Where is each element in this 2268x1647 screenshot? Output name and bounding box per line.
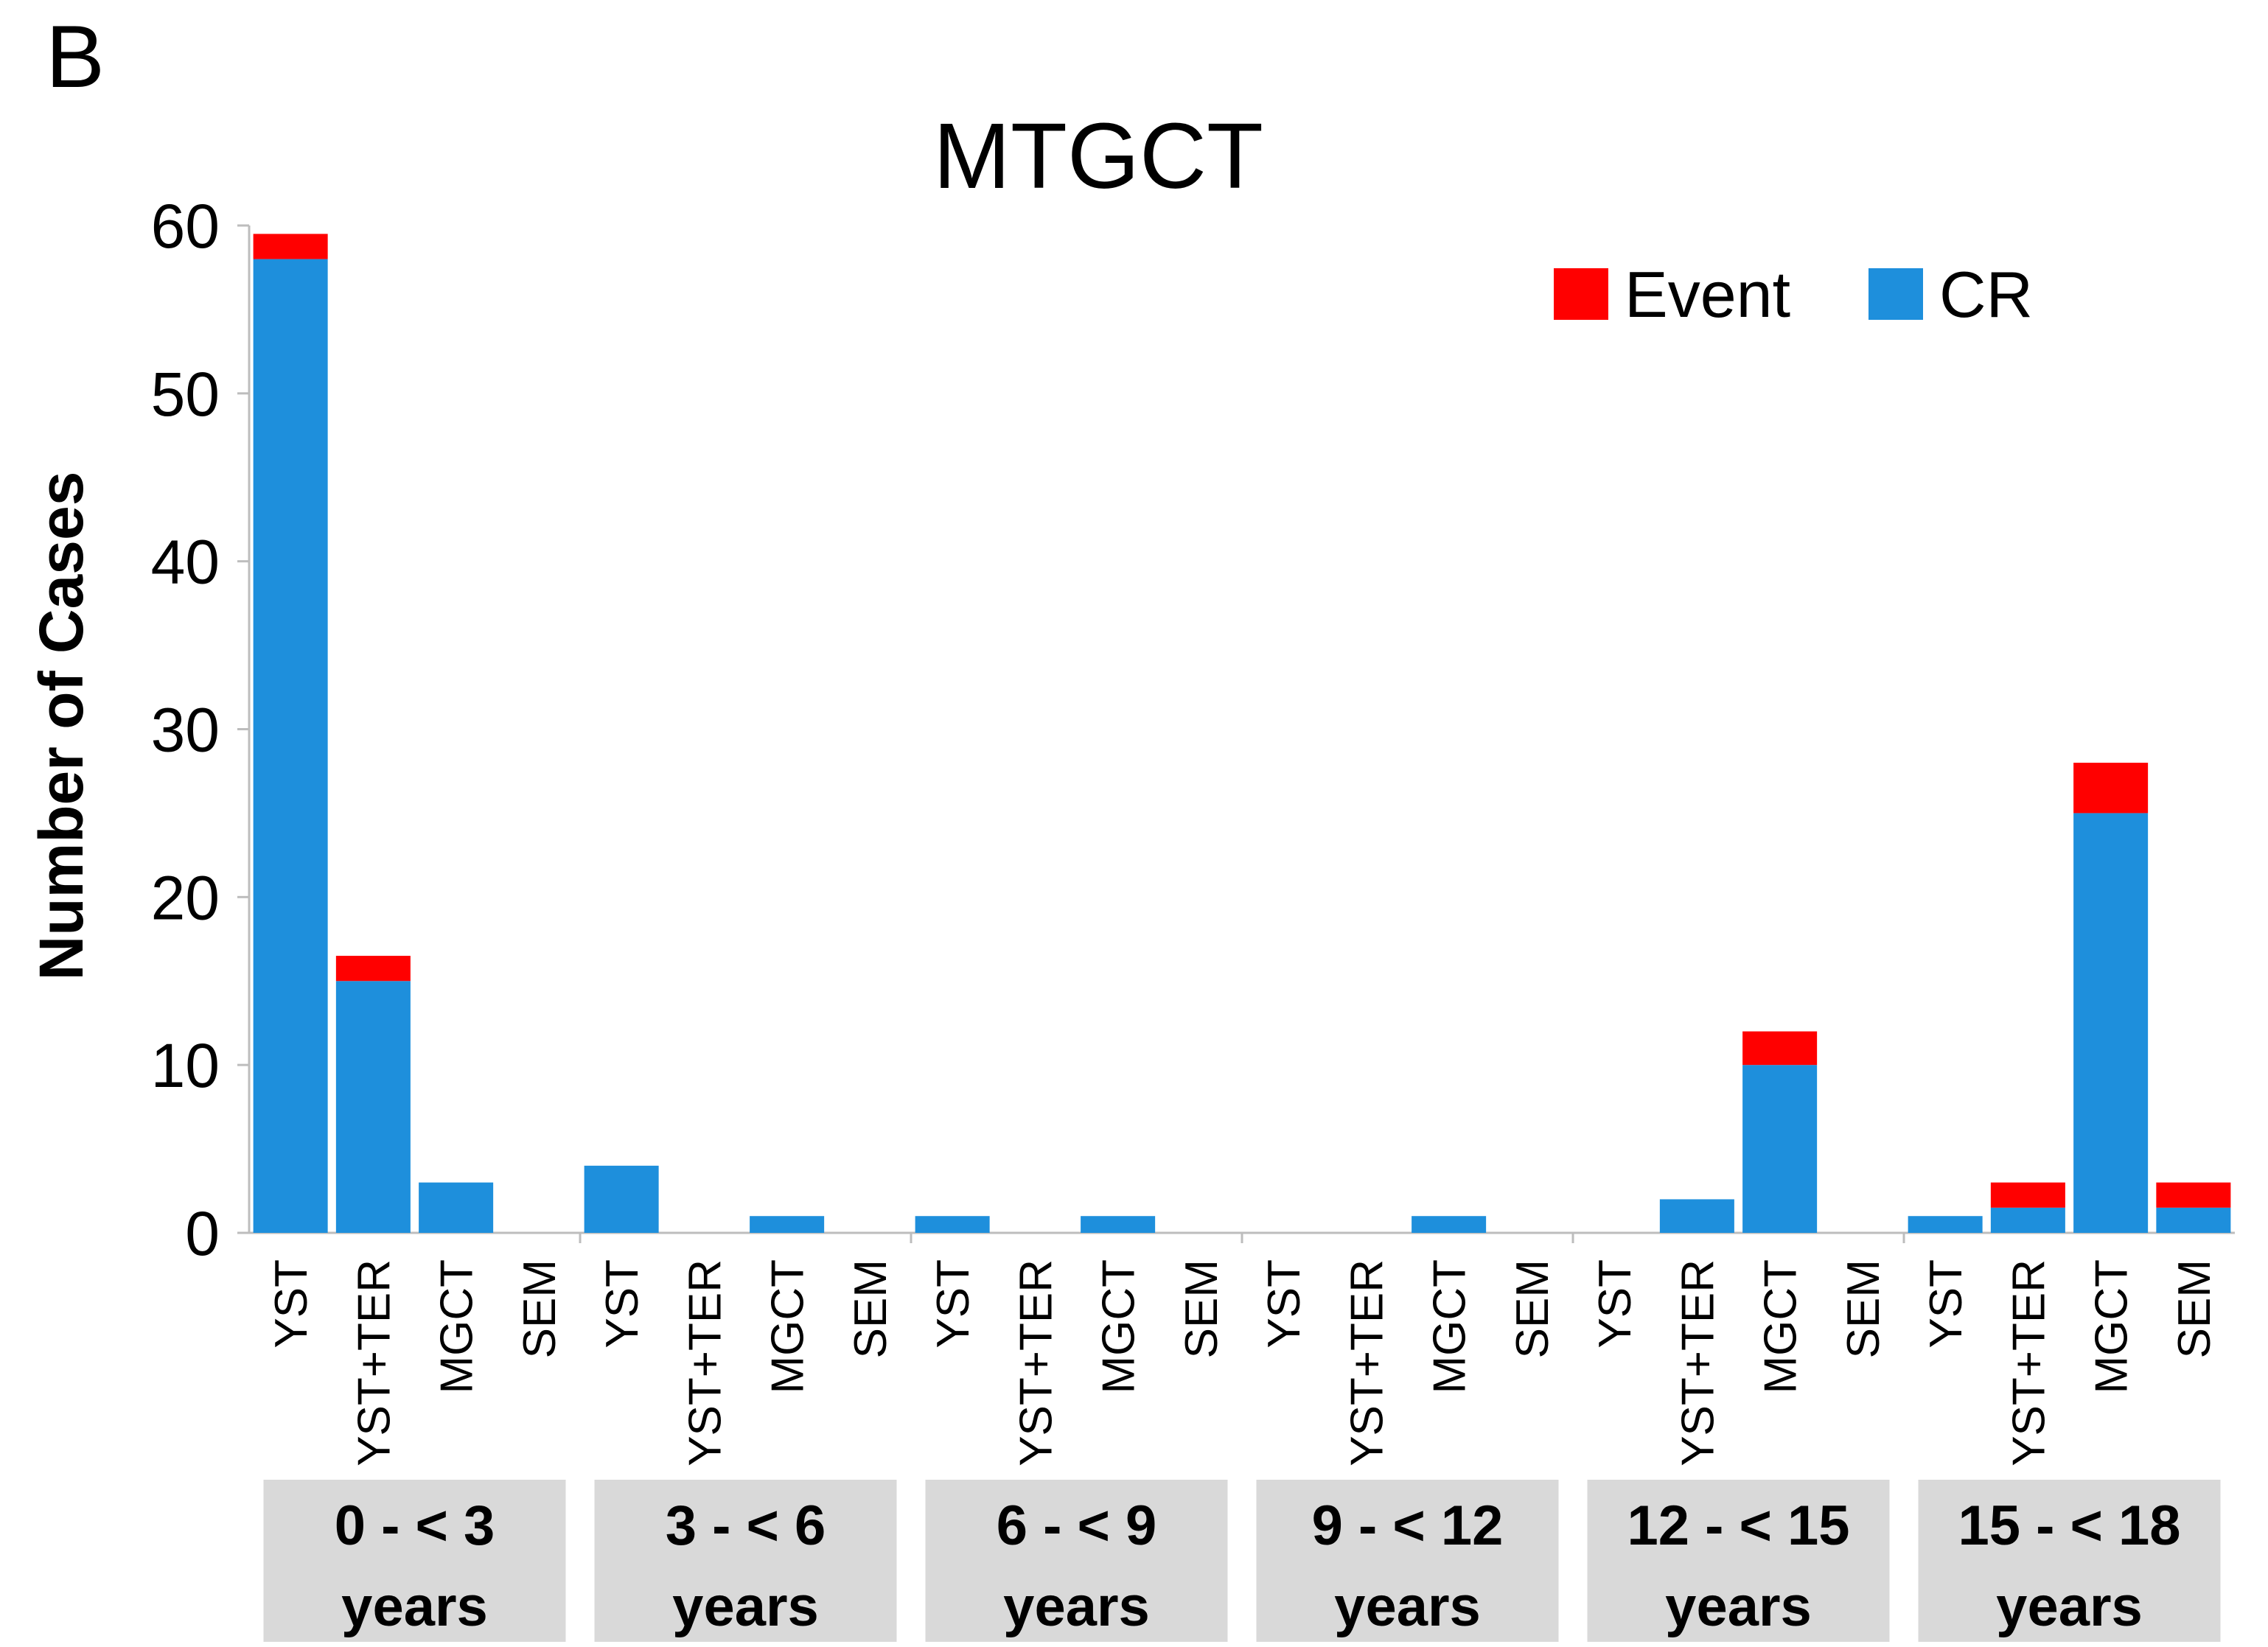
y-axis-label: Number of Cases xyxy=(27,472,96,981)
age-group-label: 3 - < 6 years xyxy=(594,1480,897,1642)
age-group-label: 15 - < 18 years xyxy=(1918,1480,2221,1642)
bar-cr xyxy=(1081,1216,1156,1233)
age-group-unit: years xyxy=(672,1576,819,1638)
x-tick-label: MGCT xyxy=(763,1259,814,1394)
y-tick-label: 20 xyxy=(151,863,220,932)
age-group-box xyxy=(925,1480,1228,1642)
y-tick-label: 30 xyxy=(151,696,220,765)
y-tick-label: 50 xyxy=(151,360,220,429)
bar-cr xyxy=(419,1182,494,1233)
x-tick-label: SEM xyxy=(2169,1259,2220,1358)
bar-cr xyxy=(1742,1065,1818,1233)
x-tick-label: MGCT xyxy=(1756,1259,1807,1394)
x-tick-label: MGCT xyxy=(432,1259,483,1394)
age-group-label: 12 - < 15 years xyxy=(1587,1480,1890,1642)
bar-cr xyxy=(584,1165,659,1233)
bar-event xyxy=(1742,1031,1818,1066)
age-group-box xyxy=(1256,1480,1559,1642)
x-tick-label: SEM xyxy=(514,1259,565,1358)
age-group-box xyxy=(1587,1480,1890,1642)
age-group-unit: years xyxy=(1996,1576,2143,1638)
y-tick-label: 0 xyxy=(185,1199,220,1268)
age-group-box xyxy=(263,1480,566,1642)
x-tick-label: YST+TER xyxy=(349,1259,399,1466)
bars xyxy=(253,234,2231,1234)
age-group-unit: years xyxy=(1665,1576,1812,1638)
axes: 0 10 20 30 40 50 60 xyxy=(151,192,2235,1268)
age-group-label: 0 - < 3 years xyxy=(263,1480,566,1642)
x-tick-label: YST+TER xyxy=(1341,1259,1392,1466)
y-tick-label: 60 xyxy=(151,192,220,261)
age-group-unit: years xyxy=(341,1576,488,1638)
x-tick-label: YST+TER xyxy=(680,1259,730,1466)
bar-event xyxy=(335,956,411,982)
bar-cr xyxy=(1659,1199,1734,1233)
age-group-range: 15 - < 18 xyxy=(1958,1494,2180,1557)
bar-cr xyxy=(253,259,328,1234)
x-tick-label: SEM xyxy=(845,1259,896,1358)
bar-cr xyxy=(2073,813,2149,1233)
x-tick-label: YST+TER xyxy=(1672,1259,1723,1466)
bar-event xyxy=(253,234,328,259)
age-group-range: 9 - < 12 xyxy=(1312,1494,1504,1557)
x-tick-labels: YST YST+TER MGCT SEM YST YST+TER MGCT SEM YST YST… xyxy=(266,1259,2220,1466)
bar-cr xyxy=(2156,1207,2231,1233)
x-tick-label: SEM xyxy=(1838,1259,1889,1358)
age-group-range: 6 - < 9 xyxy=(997,1494,1157,1557)
legend-swatch xyxy=(1554,268,1608,320)
y-tick-label: 10 xyxy=(151,1031,220,1100)
chart-title: MTGCT xyxy=(933,104,1263,208)
x-tick-label: YST xyxy=(266,1259,317,1349)
legend: Event CR xyxy=(1554,258,2033,331)
age-group-unit: years xyxy=(1003,1576,1150,1638)
bar-event xyxy=(2073,763,2149,814)
x-tick-label: MGCT xyxy=(1425,1259,1476,1394)
legend-item: CR xyxy=(1869,258,2033,331)
x-tick-label: YST xyxy=(1259,1259,1310,1349)
legend-label: Event xyxy=(1625,258,1790,331)
x-tick-label: YST xyxy=(1921,1259,1972,1349)
panel-label: B xyxy=(46,7,105,106)
age-group-label: 9 - < 12 years xyxy=(1256,1480,1559,1642)
x-tick-label: MGCT xyxy=(1094,1259,1145,1394)
x-tick-label: MGCT xyxy=(2087,1259,2138,1394)
bar-cr xyxy=(1412,1216,1487,1233)
bar-cr xyxy=(335,981,411,1233)
legend-label: CR xyxy=(1939,258,2033,331)
x-tick-label: SEM xyxy=(1507,1259,1558,1358)
x-tick-label: YST xyxy=(597,1259,648,1349)
bar-cr xyxy=(1908,1216,1983,1233)
age-group-box xyxy=(594,1480,897,1642)
x-tick-label: YST+TER xyxy=(2003,1259,2054,1466)
y-tick-label: 40 xyxy=(151,528,220,597)
x-tick-label: YST xyxy=(928,1259,979,1349)
bar-event xyxy=(2156,1182,2231,1208)
age-group-range: 0 - < 3 xyxy=(335,1494,495,1557)
age-group-range: 12 - < 15 xyxy=(1627,1494,1849,1557)
age-group-box xyxy=(1918,1480,2221,1642)
age-group-range: 3 - < 6 xyxy=(666,1494,826,1557)
x-tick-label: YST xyxy=(1590,1259,1641,1349)
bar-cr xyxy=(915,1216,990,1233)
age-group-label: 6 - < 9 years xyxy=(925,1480,1228,1642)
bar-cr xyxy=(750,1216,825,1233)
x-tick-label: YST+TER xyxy=(1011,1259,1061,1466)
bar-event xyxy=(1990,1182,2065,1208)
bar-cr xyxy=(1990,1207,2065,1233)
age-group-unit: years xyxy=(1334,1576,1481,1638)
legend-item: Event xyxy=(1554,258,1790,331)
x-tick-label: SEM xyxy=(1176,1259,1227,1358)
legend-swatch xyxy=(1869,268,1923,320)
